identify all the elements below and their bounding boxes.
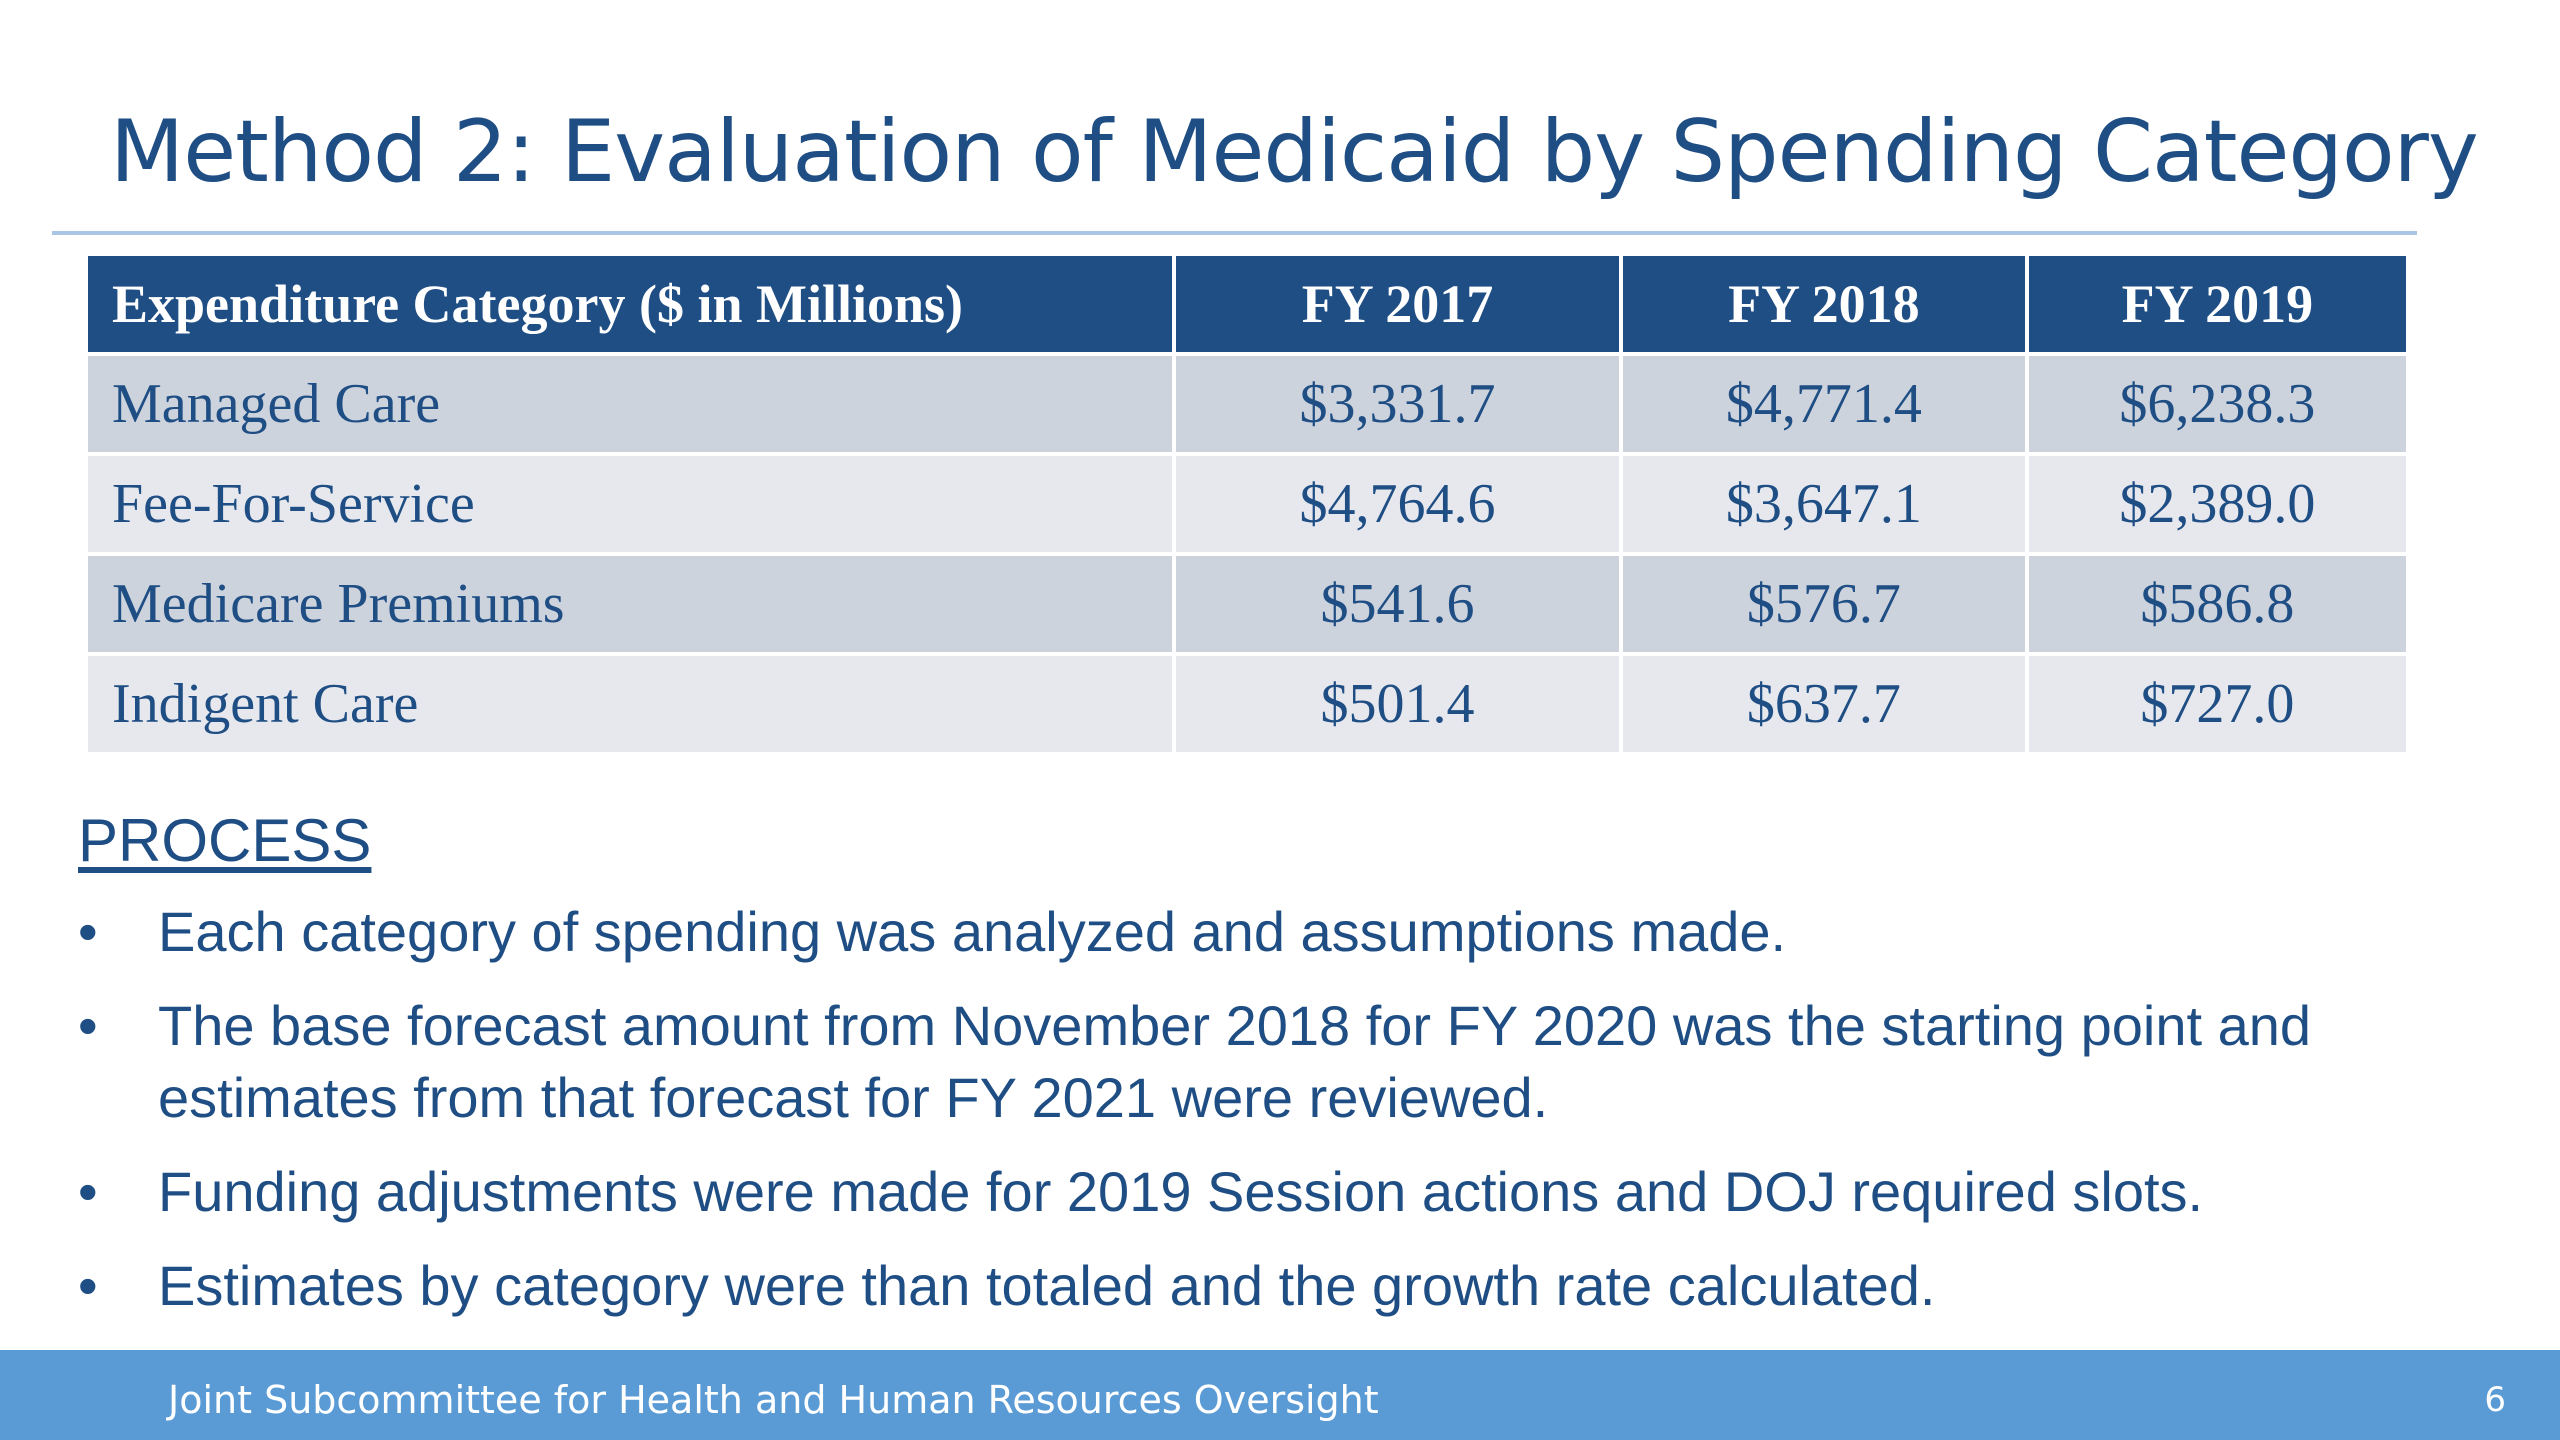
cell-fy-2019: $6,238.3 xyxy=(2028,356,2406,452)
slide-title: Method 2: Evaluation of Medicaid by Spen… xyxy=(110,102,2479,202)
process-bullet-list: • Each category of spending was analyzed… xyxy=(78,896,2498,1344)
row-category-label: Fee-For-Service xyxy=(88,456,1173,552)
bullet-icon: • xyxy=(78,1160,98,1223)
row-category-label: Indigent Care xyxy=(88,656,1173,752)
bullet-icon: • xyxy=(78,994,98,1057)
process-item-text: Each category of spending was analyzed a… xyxy=(158,900,1787,963)
list-item: • The base forecast amount from November… xyxy=(78,990,2498,1134)
cell-fy-2019: $727.0 xyxy=(2028,656,2406,752)
table-row: Medicare Premiums $541.6 $576.7 $586.8 xyxy=(88,556,2406,652)
list-item: • Each category of spending was analyzed… xyxy=(78,896,2498,968)
process-item-text: Funding adjustments were made for 2019 S… xyxy=(158,1160,2204,1223)
process-item-text: The base forecast amount from November 2… xyxy=(158,994,2312,1129)
table-row: Indigent Care $501.4 $637.7 $727.0 xyxy=(88,656,2406,752)
cell-fy-2018: $576.7 xyxy=(1622,556,2025,652)
cell-fy-2017: $541.6 xyxy=(1176,556,1619,652)
cell-fy-2019: $2,389.0 xyxy=(2028,456,2406,552)
cell-fy-2019: $586.8 xyxy=(2028,556,2406,652)
cell-fy-2018: $637.7 xyxy=(1622,656,2025,752)
header-fy-2017: FY 2017 xyxy=(1176,256,1619,352)
cell-fy-2018: $3,647.1 xyxy=(1622,456,2025,552)
table-row: Managed Care $3,331.7 $4,771.4 $6,238.3 xyxy=(88,356,2406,452)
process-heading: PROCESS xyxy=(78,807,372,874)
row-category-label: Medicare Premiums xyxy=(88,556,1173,652)
list-item: • Funding adjustments were made for 2019… xyxy=(78,1156,2498,1228)
bullet-icon: • xyxy=(78,1254,98,1317)
cell-fy-2018: $4,771.4 xyxy=(1622,356,2025,452)
footer-text: Joint Subcommittee for Health and Human … xyxy=(168,1378,1379,1422)
header-expenditure-category: Expenditure Category ($ in Millions) xyxy=(88,256,1173,352)
cell-fy-2017: $501.4 xyxy=(1176,656,1619,752)
header-fy-2018: FY 2018 xyxy=(1622,256,2025,352)
row-category-label: Managed Care xyxy=(88,356,1173,452)
page-number: 6 xyxy=(2484,1380,2506,1420)
list-item: • Estimates by category were than totale… xyxy=(78,1250,2498,1322)
footer-bar: Joint Subcommittee for Health and Human … xyxy=(0,1350,2560,1440)
cell-fy-2017: $4,764.6 xyxy=(1176,456,1619,552)
header-fy-2019: FY 2019 xyxy=(2028,256,2406,352)
title-divider xyxy=(52,231,2417,235)
table-row: Fee-For-Service $4,764.6 $3,647.1 $2,389… xyxy=(88,456,2406,552)
table-header-row: Expenditure Category ($ in Millions) FY … xyxy=(88,256,2406,352)
process-item-text: Estimates by category were than totaled … xyxy=(158,1254,1936,1317)
expenditure-table: Expenditure Category ($ in Millions) FY … xyxy=(84,252,2410,756)
cell-fy-2017: $3,331.7 xyxy=(1176,356,1619,452)
bullet-icon: • xyxy=(78,900,98,963)
